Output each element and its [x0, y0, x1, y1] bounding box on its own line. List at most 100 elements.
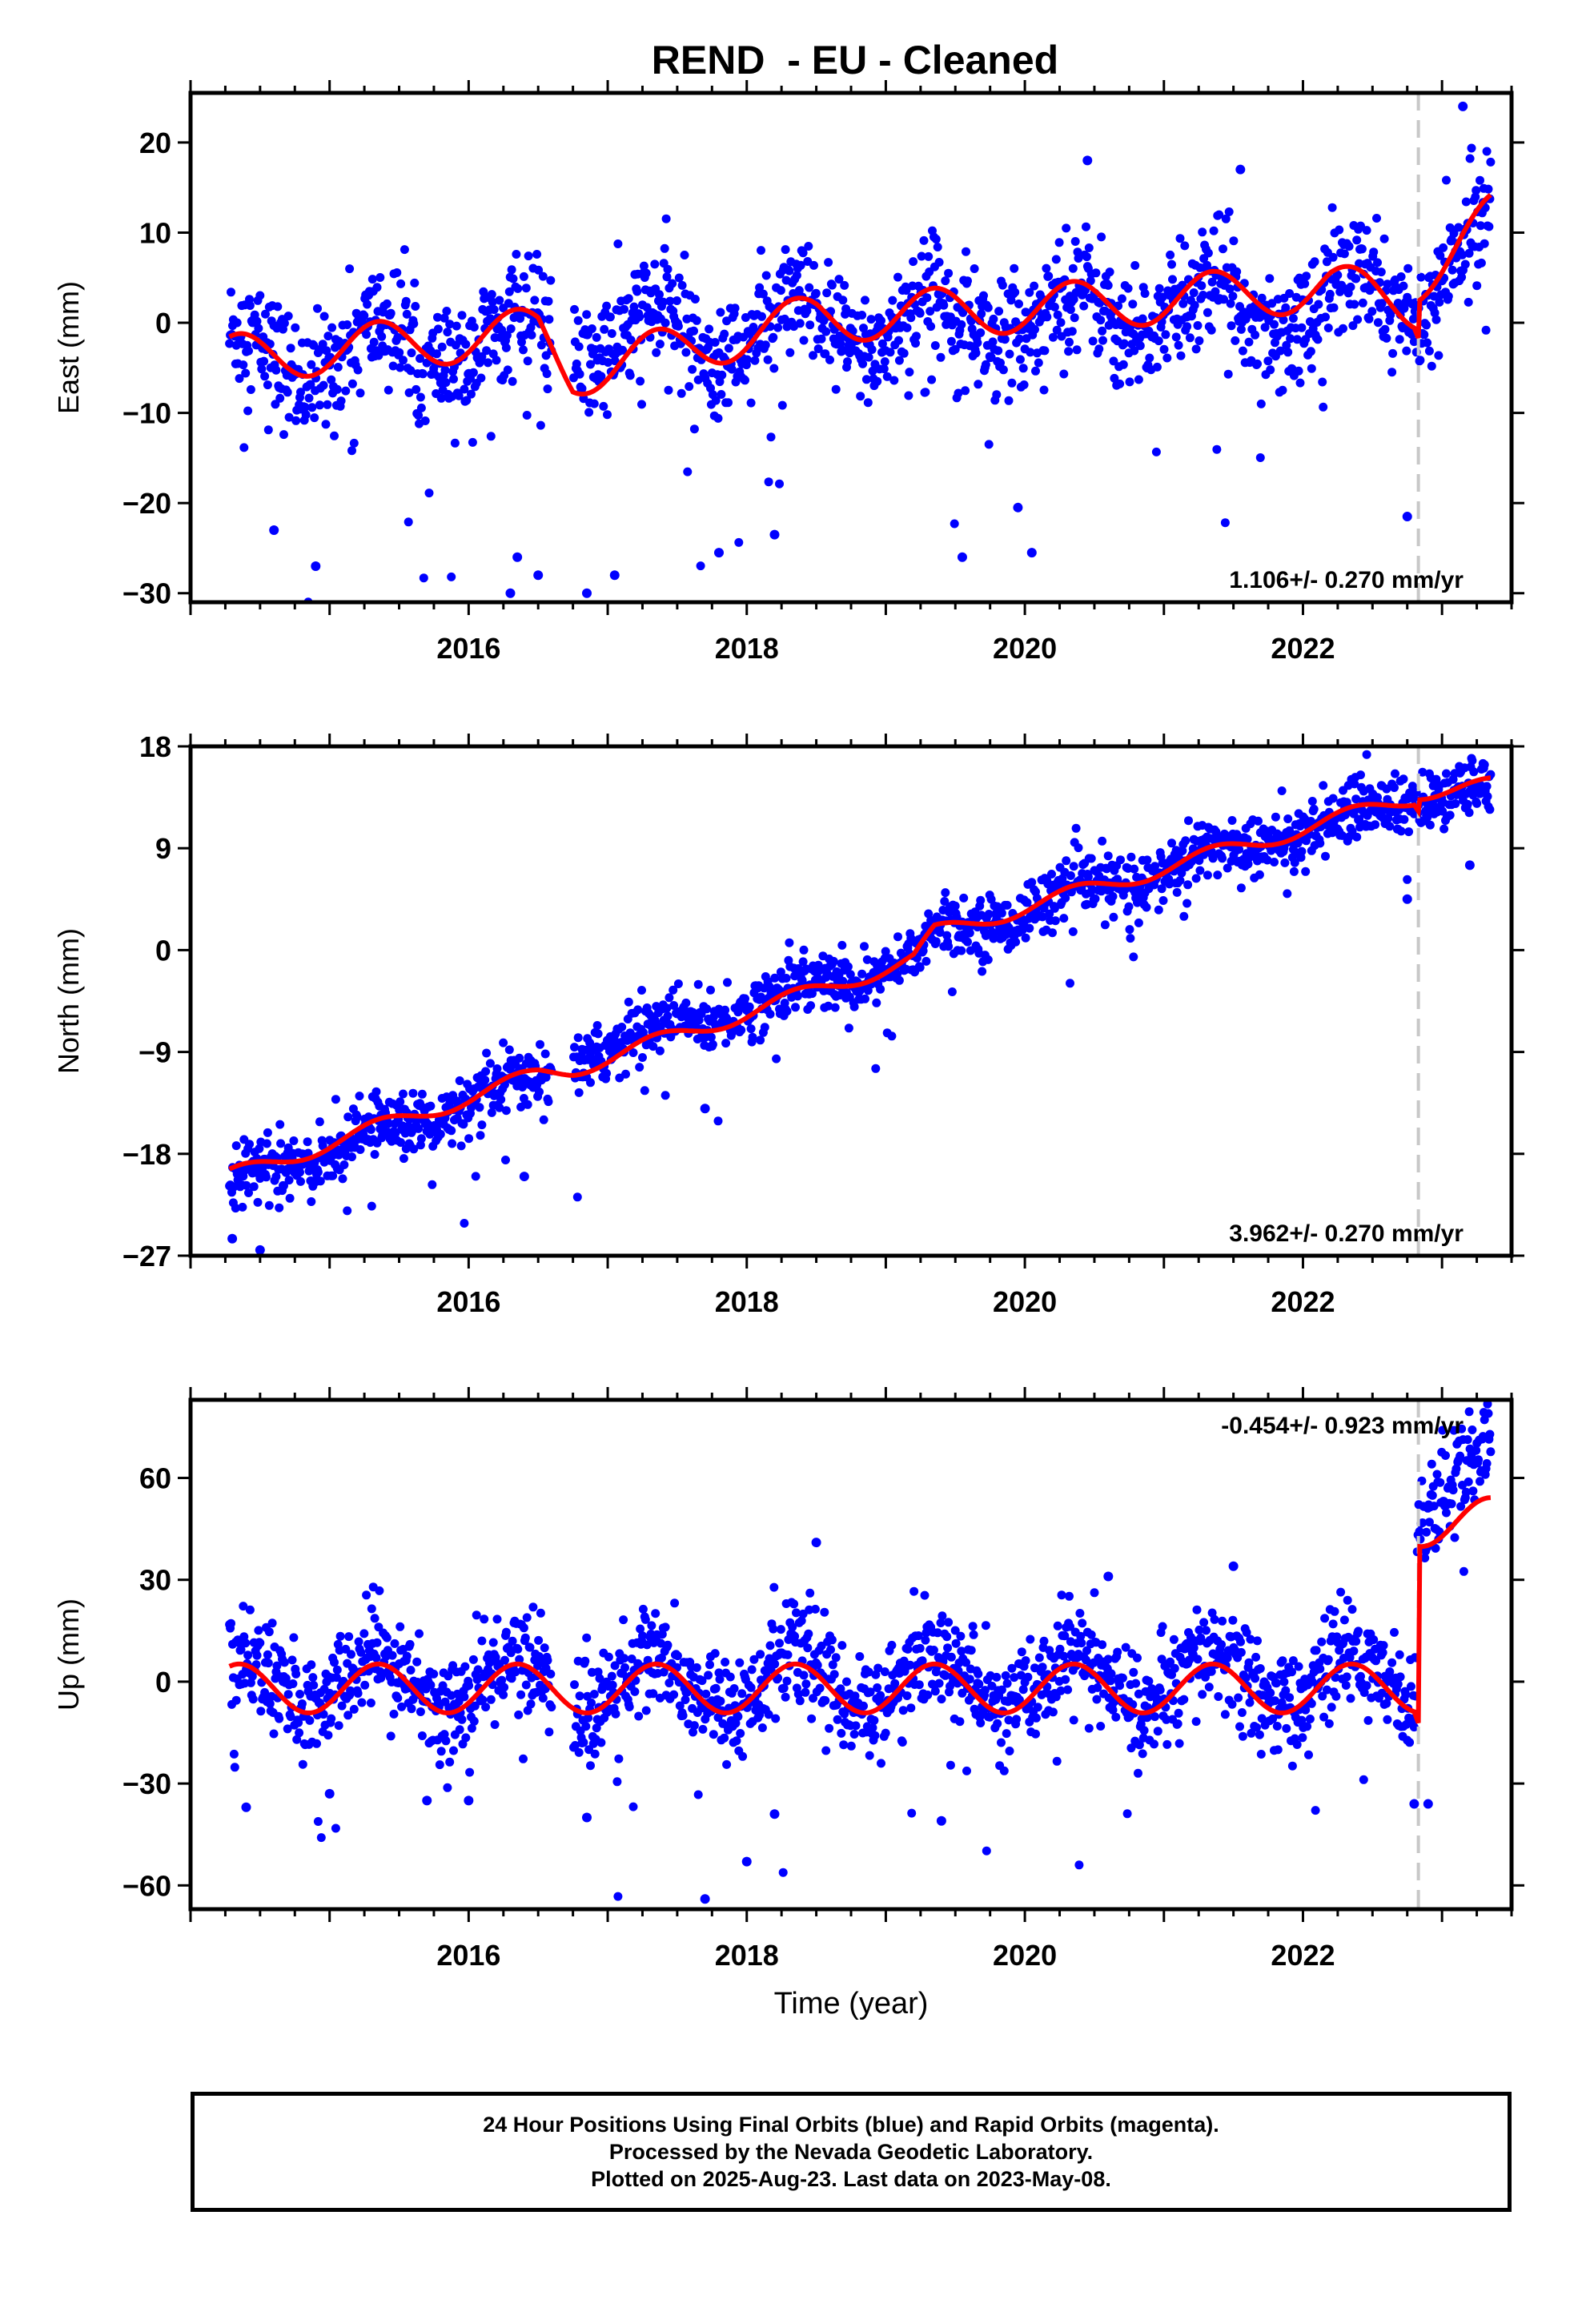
data-point: [1456, 1451, 1465, 1461]
data-point: [1138, 314, 1147, 324]
data-point: [1062, 223, 1071, 233]
data-point: [881, 947, 890, 956]
data-point: [353, 1689, 363, 1698]
data-point: [799, 945, 809, 955]
data-point: [1007, 1663, 1017, 1673]
data-point: [416, 1140, 425, 1150]
data-point: [1461, 197, 1471, 207]
data-point: [1247, 1728, 1256, 1738]
data-point: [315, 1117, 324, 1127]
data-point: [1130, 346, 1139, 356]
data-point: [1314, 300, 1323, 309]
data-point: [1235, 1722, 1244, 1731]
data-point: [982, 1846, 991, 1856]
data-point: [241, 368, 251, 378]
data-point: [680, 251, 689, 259]
model-curve: [228, 192, 1492, 397]
data-point: [913, 1631, 923, 1640]
data-point: [921, 1635, 930, 1645]
data-point: [456, 1141, 466, 1151]
data-point: [482, 346, 492, 356]
data-point: [1117, 294, 1126, 304]
data-point: [738, 1751, 748, 1761]
data-point: [1459, 1566, 1468, 1576]
data-point: [843, 357, 852, 367]
data-point: [669, 1001, 679, 1010]
y-tick-label: −18: [122, 1138, 171, 1171]
outlier-point: [1103, 1571, 1114, 1582]
data-point: [620, 1654, 628, 1663]
data-point: [618, 345, 628, 355]
data-point: [1219, 295, 1228, 304]
data-point: [1056, 318, 1066, 328]
data-point: [535, 1087, 544, 1096]
data-point: [536, 420, 545, 430]
data-point: [1362, 750, 1371, 759]
data-point: [1151, 447, 1161, 456]
data-point: [1010, 287, 1020, 297]
data-point: [1170, 1663, 1179, 1673]
data-point: [639, 261, 648, 271]
data-point: [1082, 222, 1090, 231]
data-point: [779, 1683, 789, 1693]
data-point: [1120, 885, 1130, 895]
data-point: [1079, 301, 1089, 311]
outlier-point: [609, 570, 620, 581]
data-point: [890, 1679, 900, 1688]
data-point: [1168, 275, 1177, 284]
data-point: [386, 1731, 396, 1741]
data-point: [1359, 1688, 1369, 1697]
data-point: [406, 366, 416, 376]
data-point: [1048, 332, 1058, 342]
data-point: [655, 290, 664, 300]
data-point: [260, 372, 270, 381]
data-point: [399, 356, 408, 365]
data-point: [1388, 348, 1398, 358]
data-point: [1336, 1587, 1346, 1597]
data-point: [813, 344, 823, 353]
data-point: [1289, 866, 1299, 876]
data-point: [977, 309, 986, 319]
data-point: [693, 979, 703, 989]
data-point: [1060, 1631, 1070, 1641]
data-point: [810, 1604, 820, 1614]
data-point: [1158, 1622, 1167, 1631]
data-point: [570, 1680, 579, 1690]
data-point: [1162, 1739, 1172, 1749]
data-point: [1342, 1672, 1351, 1682]
data-point: [296, 1176, 305, 1186]
data-point: [450, 438, 460, 448]
data-point: [1339, 324, 1347, 333]
data-point: [279, 1658, 289, 1667]
data-point: [689, 326, 698, 336]
data-point: [506, 1648, 516, 1658]
data-point: [583, 1691, 592, 1701]
data-point: [1371, 820, 1380, 830]
data-point: [404, 517, 413, 527]
data-point: [414, 411, 424, 420]
data-point: [724, 344, 733, 353]
data-point: [696, 561, 705, 571]
data-point: [617, 1023, 627, 1031]
data-point: [1476, 258, 1486, 267]
data-point: [655, 340, 665, 349]
data-point: [1283, 889, 1292, 899]
data-point: [343, 1206, 352, 1216]
y-tick-label: −30: [122, 1767, 171, 1800]
data-point: [244, 346, 253, 356]
data-point: [243, 1651, 253, 1660]
data-point: [721, 1658, 730, 1667]
data-point: [386, 308, 396, 318]
data-point: [1271, 1679, 1281, 1688]
data-point: [255, 1638, 265, 1647]
data-point: [534, 265, 544, 275]
data-point: [844, 1023, 853, 1033]
data-point: [263, 425, 273, 435]
data-point: [547, 1703, 556, 1712]
data-point: [655, 1046, 665, 1055]
data-point: [1191, 1717, 1201, 1727]
data-point: [420, 640, 429, 649]
data-point: [477, 1636, 487, 1646]
data-point: [1207, 1608, 1217, 1618]
data-point: [897, 1738, 907, 1747]
